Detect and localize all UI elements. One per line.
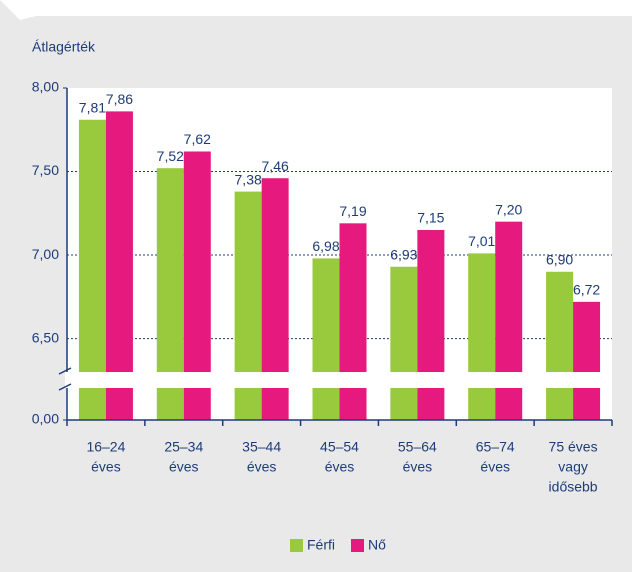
x-tick-label: 55–64 bbox=[398, 439, 437, 455]
bar bbox=[78, 119, 106, 420]
y-tick-label: 7,50 bbox=[32, 162, 59, 178]
value-label: 7,19 bbox=[339, 203, 366, 219]
x-tick-label: 35–44 bbox=[242, 439, 281, 455]
value-label: 7,86 bbox=[106, 91, 133, 107]
x-tick-label: éves bbox=[480, 459, 510, 475]
x-tick-label: éves bbox=[325, 459, 355, 475]
bar bbox=[339, 223, 367, 420]
bar bbox=[390, 266, 418, 420]
value-label: 6,98 bbox=[312, 238, 339, 254]
x-tick-label: éves bbox=[91, 459, 121, 475]
x-tick-label: vagy bbox=[558, 459, 588, 475]
bar bbox=[573, 301, 601, 420]
y-axis-label: Átlagérték bbox=[32, 39, 96, 55]
value-label: 7,15 bbox=[417, 210, 444, 226]
x-tick-label: éves bbox=[247, 459, 277, 475]
x-tick-label: éves bbox=[169, 459, 199, 475]
value-label: 7,81 bbox=[79, 99, 106, 115]
value-label: 6,72 bbox=[573, 282, 600, 298]
x-tick-label: 45–54 bbox=[320, 439, 359, 455]
x-tick-label: 75 éves bbox=[549, 439, 598, 455]
x-tick-label: éves bbox=[403, 459, 433, 475]
bar bbox=[105, 111, 133, 420]
y-tick-label: 0,00 bbox=[32, 411, 59, 427]
x-tick-label: 65–74 bbox=[476, 439, 515, 455]
break-mark bbox=[58, 367, 72, 375]
value-label: 7,38 bbox=[235, 171, 262, 187]
value-label: 7,20 bbox=[495, 201, 522, 217]
break-mark bbox=[58, 383, 72, 391]
legend-swatch bbox=[290, 539, 303, 552]
bar bbox=[468, 253, 496, 420]
legend-label: Férfi bbox=[307, 537, 335, 553]
y-tick-label: 6,50 bbox=[32, 329, 59, 345]
value-label: 7,46 bbox=[262, 158, 289, 174]
axis-break-gap bbox=[65, 372, 612, 388]
y-tick-label: 7,00 bbox=[32, 246, 59, 262]
legend-label: Nő bbox=[368, 537, 386, 553]
bar bbox=[546, 271, 574, 420]
value-label: 7,52 bbox=[157, 148, 184, 164]
top-band bbox=[0, 0, 632, 20]
y-tick-label: 8,00 bbox=[32, 79, 59, 95]
bar bbox=[312, 258, 340, 420]
legend-swatch bbox=[351, 539, 364, 552]
x-tick-label: 25–34 bbox=[164, 439, 203, 455]
value-label: 7,62 bbox=[184, 131, 211, 147]
x-tick-label: idősebb bbox=[549, 479, 598, 495]
bar bbox=[417, 230, 445, 420]
value-label: 7,01 bbox=[468, 233, 495, 249]
bar bbox=[495, 221, 523, 420]
x-tick-label: 16–24 bbox=[86, 439, 125, 455]
value-label: 6,93 bbox=[390, 246, 417, 262]
value-label: 6,90 bbox=[546, 251, 573, 267]
